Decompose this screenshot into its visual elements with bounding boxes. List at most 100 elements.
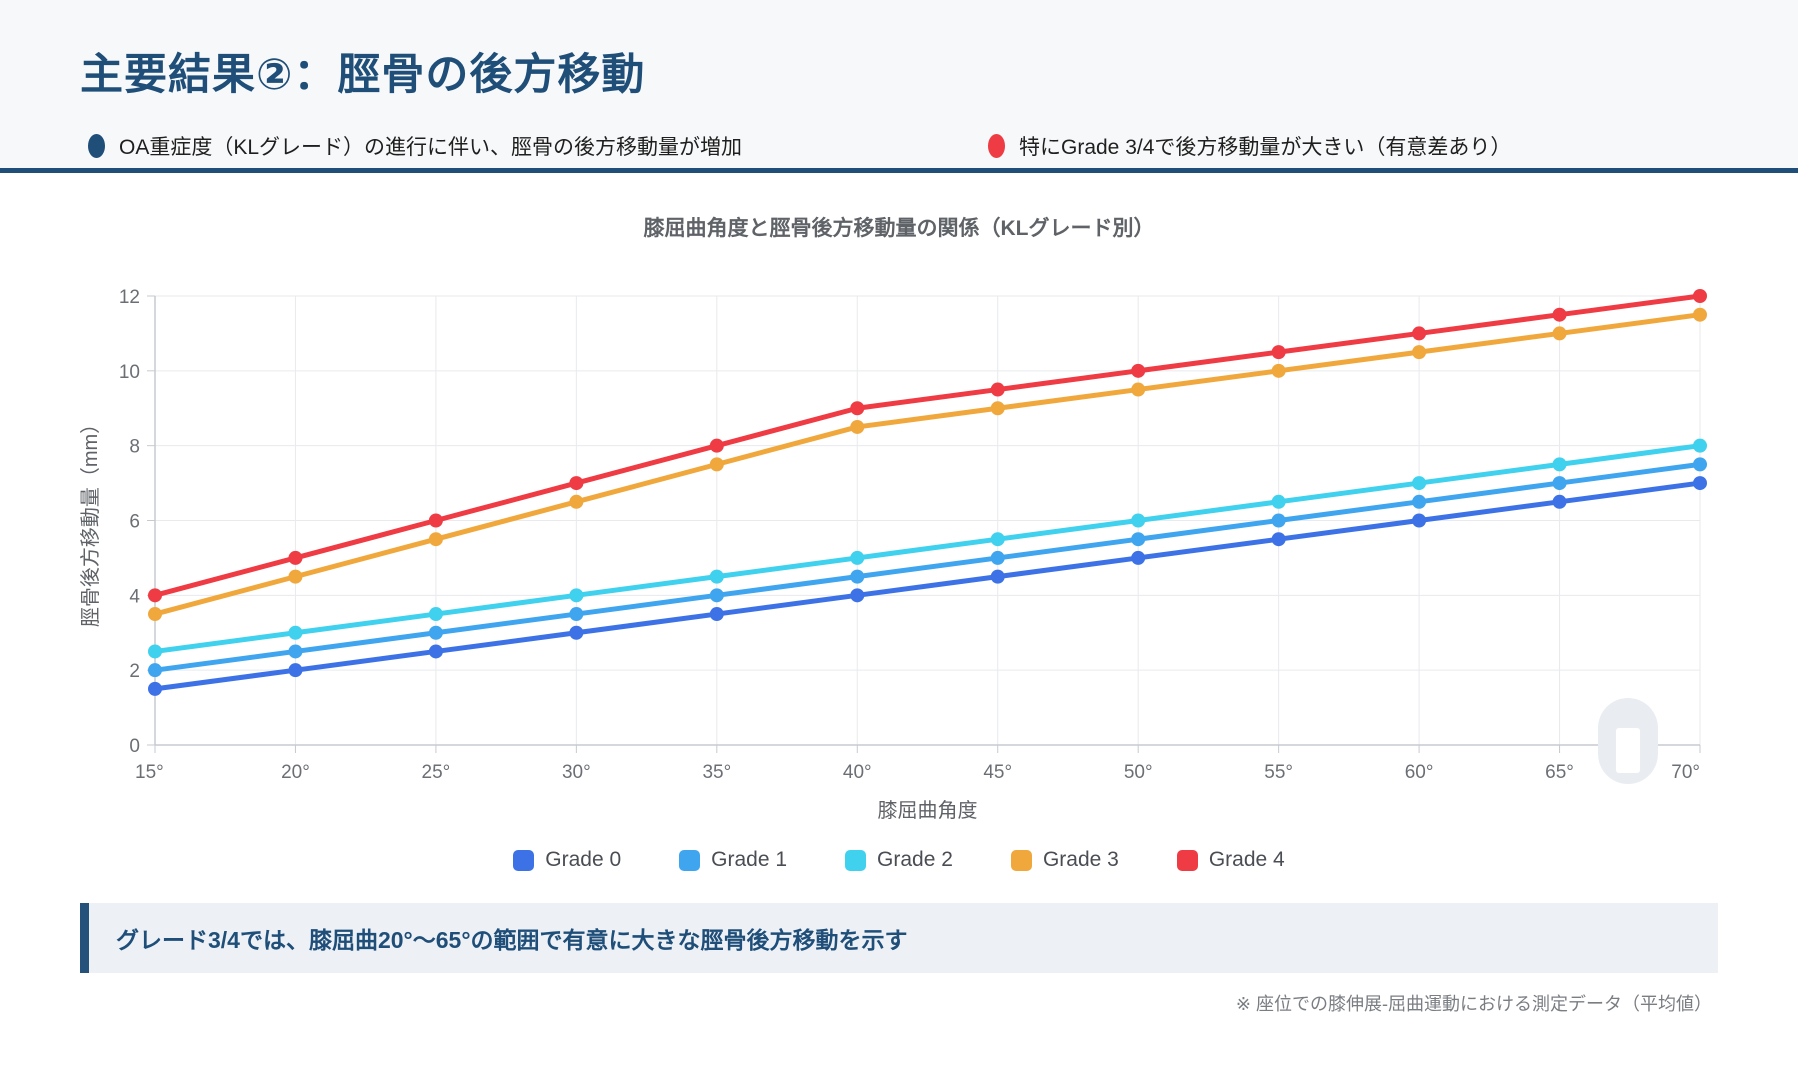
data-point-grade-3 [850,419,865,434]
data-point-grade-2 [1131,513,1146,528]
x-tick-label: 20° [281,762,310,783]
legend-swatch-icon [679,849,701,871]
series-line-grade-2 [152,443,1703,654]
header-band: 主要結果②：脛骨の後方移動 OA重症度（KLグレード）の進行に伴い、脛骨の後方移… [0,0,1798,173]
data-point-grade-1 [1271,513,1286,528]
data-point-grade-3 [1412,345,1427,360]
data-point-grade-0 [1693,476,1707,491]
y-axis-title: 脛骨後方移動量（mm） [79,414,102,627]
data-point-grade-2 [428,607,443,622]
x-tick-label: 35° [702,762,731,783]
data-point-grade-4 [1271,345,1286,360]
finding-callout: グレード3/4では、膝屈曲20°〜65°の範囲で有意に大きな脛骨後方移動を示す [80,903,1718,973]
data-point-grade-3 [1552,326,1567,341]
data-point-grade-1 [990,550,1005,565]
legend-label: Grade 2 [877,848,953,871]
page-title: 主要結果②：脛骨の後方移動 [80,51,646,99]
data-point-grade-0 [1552,494,1567,509]
data-point-grade-4 [288,550,303,565]
y-tick-label: 8 [129,437,140,458]
footnote: ※ 座位での膝伸展-屈曲運動における測定データ（平均値） [1235,994,1712,1014]
legend-label: Grade 3 [1042,848,1119,871]
legend-label: Grade 0 [545,848,622,871]
finding-callout-text: グレード3/4では、膝屈曲20°〜65°の範囲で有意に大きな脛骨後方移動を示す [116,927,908,953]
data-point-grade-2 [569,588,584,603]
data-point-grade-2 [1552,457,1567,472]
data-point-grade-4 [428,513,443,528]
series-line-grade-3 [152,312,1703,617]
x-tick-label: 40° [843,762,872,783]
data-point-grade-0 [1271,532,1286,547]
data-point-grade-3 [709,457,724,472]
x-tick-label: 30° [562,762,591,783]
chart-legend: Grade 0 Grade 1 Grade 2 Grade 3 Grade 4 [0,848,1798,872]
key-point-1: OA重症度（KLグレード）の進行に伴い、脛骨の後方移動量が増加 [88,128,742,164]
data-point-grade-4 [709,438,724,453]
legend-item-grade-3: Grade 3 [1010,848,1119,872]
legend-label: Grade 4 [1208,848,1285,871]
data-point-grade-2 [148,644,162,659]
data-point-grade-0 [1412,513,1427,528]
data-point-grade-4 [990,382,1005,397]
data-point-grade-2 [1271,494,1286,509]
x-tick-label: 70° [1671,762,1700,783]
data-point-grade-1 [1552,476,1567,491]
data-point-grade-2 [1693,438,1707,453]
x-tick-label: 25° [422,762,451,783]
red-bullet-icon [988,134,1005,158]
data-point-grade-3 [1271,363,1286,378]
data-point-grade-3 [1131,382,1146,397]
y-tick-label: 10 [119,362,140,383]
data-point-grade-2 [709,569,724,584]
key-point-2-text: 特にGrade 3/4で後方移動量が大きい（有意差あり） [1019,136,1512,159]
x-tick-label: 55° [1264,762,1293,783]
legend-item-grade-2: Grade 2 [845,848,953,872]
data-point-grade-0 [850,588,865,603]
series-line-grade-0 [152,480,1703,692]
data-point-grade-4 [1552,307,1567,322]
data-point-grade-0 [990,569,1005,584]
data-point-grade-1 [288,644,303,659]
legend-item-grade-4: Grade 4 [1176,848,1285,872]
x-tick-label: 45° [983,762,1012,783]
data-point-grade-0 [569,625,584,640]
data-point-grade-1 [709,588,724,603]
data-point-grade-1 [148,663,162,678]
legend-item-grade-1: Grade 1 [679,848,787,872]
data-point-grade-0 [709,607,724,622]
data-point-grade-2 [850,550,865,565]
chart-title: 膝屈曲角度と脛骨後方移動量の関係（KLグレード別） [643,217,1155,240]
data-point-grade-1 [428,625,443,640]
data-point-grade-3 [990,401,1005,416]
x-tick-label: 50° [1124,762,1153,783]
series-line-grade-1 [152,461,1703,673]
data-point-grade-0 [148,681,162,696]
data-point-grade-0 [288,663,303,678]
legend-item-grade-0: Grade 0 [513,848,621,872]
data-point-grade-4 [1131,363,1146,378]
data-point-grade-4 [850,401,865,416]
data-point-grade-1 [1412,494,1427,509]
data-point-grade-4 [1412,326,1427,341]
data-point-grade-3 [428,532,443,547]
data-point-grade-4 [148,588,162,603]
watermark-icon [1598,698,1658,784]
y-tick-label: 12 [119,287,140,308]
data-point-grade-2 [990,532,1005,547]
y-tick-label: 4 [129,586,140,607]
data-point-grade-2 [288,625,303,640]
data-point-grade-1 [1131,532,1146,547]
data-point-grade-3 [288,569,303,584]
data-point-grade-3 [1693,307,1707,322]
key-point-2: 特にGrade 3/4で後方移動量が大きい（有意差あり） [988,128,1511,164]
x-tick-label: 60° [1405,762,1434,783]
x-axis-title: 膝屈曲角度 [878,799,978,822]
y-tick-label: 2 [129,661,140,682]
x-tick-label: 65° [1545,762,1574,783]
data-point-grade-3 [569,494,584,509]
legend-label: Grade 1 [711,848,788,871]
data-point-grade-1 [1693,457,1707,472]
x-tick-label: 15° [135,762,164,783]
data-point-grade-4 [1693,289,1707,303]
data-point-grade-1 [569,607,584,622]
